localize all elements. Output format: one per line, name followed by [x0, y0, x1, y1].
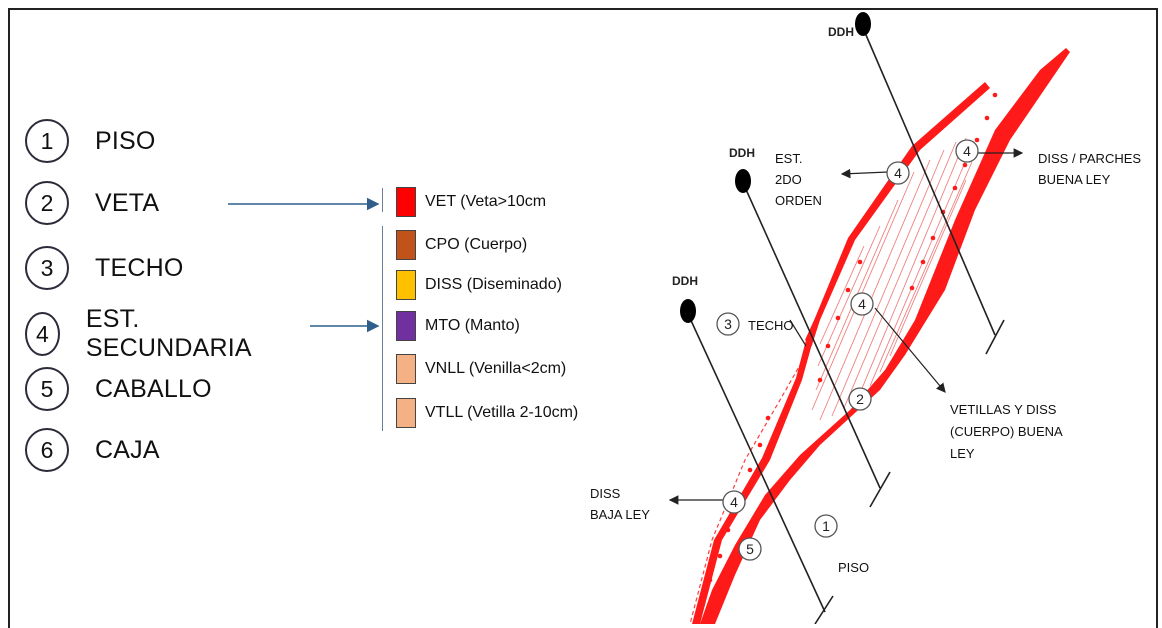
- svg-text:DISS / PARCHES: DISS / PARCHES: [1038, 151, 1141, 166]
- legend-item-est-secundaria: 4 EST. SECUNDARIA: [25, 305, 261, 363]
- legend-number-circle: 4: [25, 312, 60, 356]
- ddh-collar-icon: [680, 299, 696, 323]
- main-vein: [700, 48, 1070, 624]
- legend-label: VETA: [95, 188, 160, 217]
- code-label: VET (Veta>10cm: [425, 193, 547, 210]
- hatch-zone: [811, 137, 973, 421]
- section-group: 4 4 3 4 2 4 1 5: [668, 12, 1070, 624]
- ddh-collar-icon: [735, 169, 751, 193]
- drill-hole-1: [855, 12, 1005, 355]
- legend-item-caja: 6 CAJA: [25, 428, 160, 472]
- svg-text:4: 4: [894, 165, 902, 181]
- code-label: CPO (Cuerpo): [425, 236, 528, 253]
- marker-1-piso: 1: [814, 514, 838, 538]
- label-vetillas-diss: VETILLAS Y DISS (CUERPO) BUENA LEY: [950, 402, 1063, 461]
- marker-4-right: 4: [955, 139, 979, 163]
- diagram-frame: [8, 8, 1158, 628]
- marker-4-upper: 4: [886, 161, 910, 185]
- legend-number-circle: 6: [25, 428, 69, 472]
- code-label: DISS (Diseminado): [425, 276, 562, 293]
- color-swatch: [396, 311, 416, 341]
- marker-5-caballo: 5: [738, 537, 762, 561]
- code-item-diss: DISS (Diseminado): [396, 270, 562, 300]
- svg-text:2DO: 2DO: [775, 172, 802, 187]
- svg-text:4: 4: [963, 143, 971, 159]
- marker-4-middle: 4: [850, 292, 874, 316]
- marker-3-techo: 3: [716, 312, 740, 336]
- code-item-mto: MTO (Manto): [396, 311, 520, 341]
- legend-item-techo: 3 TECHO: [25, 246, 184, 290]
- svg-text:4: 4: [858, 296, 866, 312]
- svg-text:LEY: LEY: [950, 446, 975, 461]
- svg-text:3: 3: [724, 316, 732, 332]
- code-bracket-top: [382, 188, 383, 212]
- legend-label: CAJA: [95, 435, 160, 464]
- svg-text:2: 2: [856, 391, 864, 407]
- color-swatch: [396, 187, 416, 217]
- legend-item-caballo: 5 CABALLO: [25, 367, 212, 411]
- legend-label: CABALLO: [95, 374, 212, 403]
- color-swatch: [396, 270, 416, 300]
- svg-text:BUENA LEY: BUENA LEY: [1038, 172, 1111, 187]
- legend-label: TECHO: [95, 253, 184, 282]
- svg-text:ORDEN: ORDEN: [775, 193, 822, 208]
- legend-item-piso: 1 PISO: [25, 119, 156, 163]
- label-est-2do-orden: EST. 2DO ORDEN: [775, 151, 822, 208]
- color-swatch: [396, 354, 416, 384]
- ddh-label-2: DDH: [729, 146, 755, 160]
- svg-text:EST.: EST.: [775, 151, 802, 166]
- ddh-collar-icon: [855, 12, 871, 36]
- legend-label: PISO: [95, 126, 156, 155]
- label-piso: PISO: [838, 560, 869, 575]
- svg-text:(CUERPO) BUENA: (CUERPO) BUENA: [950, 424, 1063, 439]
- label-techo: TECHO: [748, 318, 794, 333]
- legend-number-circle: 5: [25, 367, 69, 411]
- label-diss-baja-ley: DISS BAJA LEY: [590, 486, 650, 522]
- color-swatch: [396, 398, 416, 428]
- legend-number-circle: 1: [25, 119, 69, 163]
- code-label: VTLL (Vetilla 2-10cm): [425, 404, 579, 421]
- techo-vein-lower: [692, 340, 812, 624]
- svg-text:DISS: DISS: [590, 486, 621, 501]
- ddh-label-3: DDH: [672, 274, 698, 288]
- legend-number-circle: 3: [25, 246, 69, 290]
- marker-4-lower: 4: [722, 490, 746, 514]
- svg-text:4: 4: [730, 494, 738, 510]
- svg-text:5: 5: [746, 541, 754, 557]
- dashed-contact: [689, 343, 813, 624]
- code-bracket-bottom: [382, 226, 383, 431]
- svg-text:BAJA LEY: BAJA LEY: [590, 507, 650, 522]
- code-item-vtll: VTLL (Vetilla 2-10cm): [396, 398, 578, 428]
- marker-2-veta: 2: [848, 387, 872, 411]
- code-item-vet: VET (Veta>10cm: [396, 187, 546, 217]
- svg-text:VETILLAS Y DISS: VETILLAS Y DISS: [950, 402, 1057, 417]
- legend-label: EST. SECUNDARIA: [85, 305, 252, 362]
- svg-text:1: 1: [822, 518, 830, 534]
- label-diss-parches: DISS / PARCHES BUENA LEY: [1038, 151, 1141, 187]
- code-item-cpo: CPO (Cuerpo): [396, 230, 527, 260]
- code-item-vnll: VNLL (Venilla<2cm): [396, 354, 566, 384]
- drill-hole-2: [735, 169, 891, 508]
- legend-number-circle: 2: [25, 181, 69, 225]
- code-label: MTO (Manto): [425, 317, 520, 334]
- drill-hole-3: [680, 299, 834, 624]
- ddh-label-1: DDH: [828, 25, 854, 39]
- code-label: VNLL (Venilla<2cm): [425, 360, 567, 377]
- color-swatch: [396, 230, 416, 260]
- legend-item-veta: 2 VETA: [25, 181, 159, 225]
